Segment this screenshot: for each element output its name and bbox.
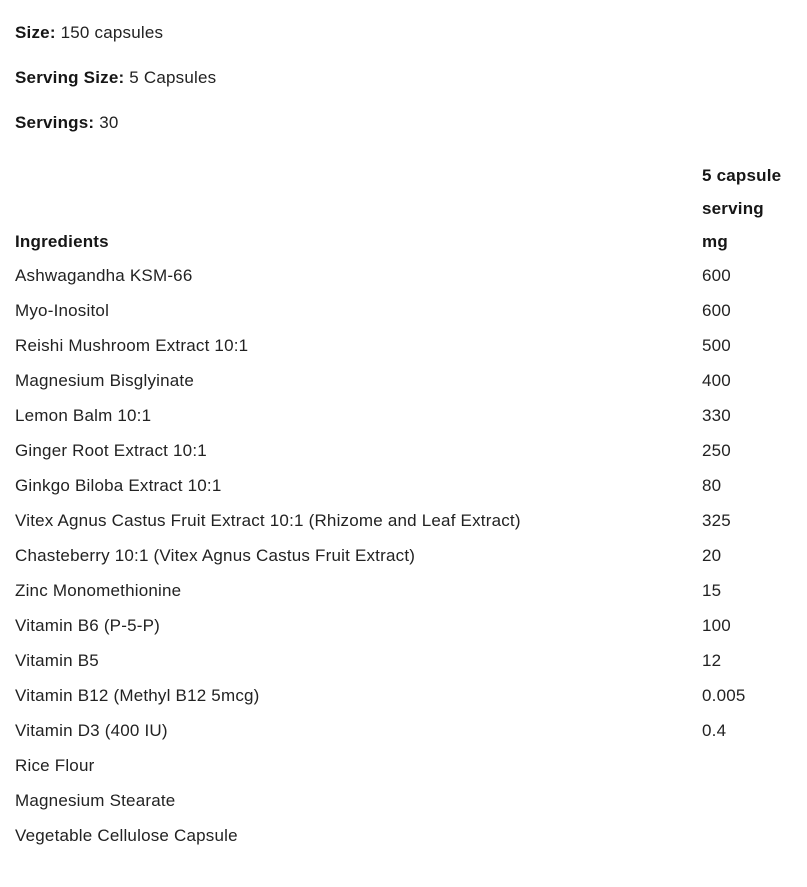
ingredient-name: Ginger Root Extract 10:1 [15, 441, 207, 460]
table-row: Ashwagandha KSM-66 600 [15, 258, 807, 293]
ingredient-name: Reishi Mushroom Extract 10:1 [15, 336, 249, 355]
ingredient-name: Chasteberry 10:1 (Vitex Agnus Castus Fru… [15, 546, 416, 565]
servings-value: 30 [99, 113, 119, 132]
ingredient-name: Ashwagandha KSM-66 [15, 266, 193, 285]
ingredient-amount: 80 [702, 476, 722, 495]
ingredient-name: Rice Flour [15, 756, 95, 775]
ingredient-amount [702, 818, 807, 853]
amount-header-line-1: 5 capsule [702, 166, 782, 185]
serving-size-line: Serving Size: 5 Capsules [15, 69, 807, 86]
table-body: Ashwagandha KSM-66 600 Myo-Inositol 600 … [15, 258, 807, 853]
servings-label: Servings: [15, 113, 95, 132]
table-row: Vitex Agnus Castus Fruit Extract 10:1 (R… [15, 503, 807, 538]
table-row: Reishi Mushroom Extract 10:1 500 [15, 328, 807, 363]
table-row: Magnesium Stearate [15, 783, 807, 818]
ingredient-amount: 500 [702, 336, 731, 355]
servings-line: Servings: 30 [15, 114, 807, 131]
ingredient-amount: 600 [702, 301, 731, 320]
ingredients-column-header: Ingredients [15, 232, 109, 251]
serving-size-value: 5 Capsules [129, 68, 217, 87]
table-row: Vegetable Cellulose Capsule [15, 818, 807, 853]
size-value: 150 capsules [60, 23, 164, 42]
ingredient-name: Vitex Agnus Castus Fruit Extract 10:1 (R… [15, 511, 521, 530]
ingredient-amount: 15 [702, 581, 722, 600]
amount-header-line-3: mg [702, 232, 728, 251]
size-label: Size: [15, 23, 56, 42]
table-row: Vitamin D3 (400 IU) 0.4 [15, 713, 807, 748]
ingredient-amount: 600 [702, 266, 731, 285]
table-row: Ginkgo Biloba Extract 10:1 80 [15, 468, 807, 503]
table-row: Vitamin B12 (Methyl B12 5mcg) 0.005 [15, 678, 807, 713]
serving-size-label: Serving Size: [15, 68, 125, 87]
ingredient-name: Zinc Monomethionine [15, 581, 182, 600]
ingredient-name: Magnesium Stearate [15, 791, 176, 810]
table-row: Myo-Inositol 600 [15, 293, 807, 328]
table-row: Ginger Root Extract 10:1 250 [15, 433, 807, 468]
ingredient-name: Vitamin B5 [15, 651, 99, 670]
ingredient-name: Vegetable Cellulose Capsule [15, 826, 238, 845]
ingredient-amount: 400 [702, 371, 731, 390]
table-row: Chasteberry 10:1 (Vitex Agnus Castus Fru… [15, 538, 807, 573]
amount-header-line-2: serving [702, 199, 764, 218]
ingredient-name: Myo-Inositol [15, 301, 110, 320]
ingredient-amount [702, 748, 807, 783]
table-row: Magnesium Bisglyinate 400 [15, 363, 807, 398]
ingredient-name: Vitamin B6 (P-5-P) [15, 616, 160, 635]
ingredient-name: Lemon Balm 10:1 [15, 406, 152, 425]
ingredient-name: Vitamin B12 (Methyl B12 5mcg) [15, 686, 260, 705]
ingredient-amount: 20 [702, 546, 722, 565]
ingredient-amount: 0.4 [702, 721, 727, 740]
ingredients-table: Ingredients 5 capsule serving mg Ashwaga… [15, 159, 807, 853]
size-line: Size: 150 capsules [15, 24, 807, 41]
table-header: Ingredients 5 capsule serving mg [15, 159, 807, 258]
table-row: Rice Flour [15, 748, 807, 783]
ingredient-amount [702, 783, 807, 818]
ingredient-amount: 250 [702, 441, 731, 460]
table-row: Vitamin B5 12 [15, 643, 807, 678]
amount-column-header: 5 capsule serving mg [702, 159, 807, 258]
ingredient-amount: 325 [702, 511, 731, 530]
ingredient-amount: 100 [702, 616, 731, 635]
ingredient-amount: 330 [702, 406, 731, 425]
ingredient-name: Vitamin D3 (400 IU) [15, 721, 168, 740]
ingredient-name: Ginkgo Biloba Extract 10:1 [15, 476, 222, 495]
table-row: Vitamin B6 (P-5-P) 100 [15, 608, 807, 643]
ingredient-amount: 0.005 [702, 686, 746, 705]
table-row: Zinc Monomethionine 15 [15, 573, 807, 608]
table-row: Lemon Balm 10:1 330 [15, 398, 807, 433]
ingredient-amount: 12 [702, 651, 722, 670]
ingredient-name: Magnesium Bisglyinate [15, 371, 195, 390]
